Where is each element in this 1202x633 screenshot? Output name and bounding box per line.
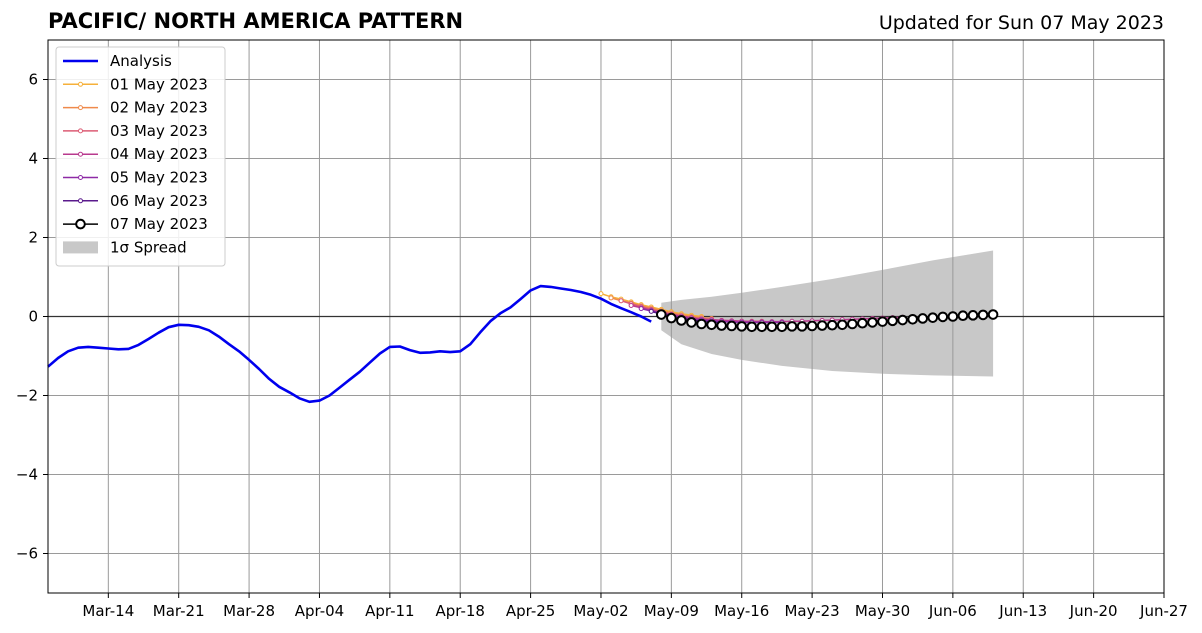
forecast-line [630,304,903,323]
chart-subtitle: Updated for Sun 07 May 2023 [878,12,1164,34]
x-tick-label: Apr-25 [506,602,556,620]
latest-forecast-point [816,320,828,331]
analysis-line [47,284,652,404]
x-tick-label: Apr-11 [365,602,415,620]
latest-forecast-point [826,319,838,331]
forecast-point [608,295,614,301]
latest-forecast-point [686,317,697,328]
y-tick-label: −2 [16,387,38,405]
latest-forecast-point [756,321,768,333]
forecast-point [628,302,634,308]
legend-box [55,46,226,267]
y-tick-label: 6 [28,71,38,89]
latest-forecast-point [696,318,707,330]
latest-forecast-point [706,319,717,331]
latest-forecast-point [746,321,758,333]
x-tick-label: Mar-14 [82,602,134,620]
latest-forecast-point [836,319,848,331]
legend-swatch-spread [63,241,98,254]
latest-forecast-point [887,315,898,327]
legend-label: 03 May 2023 [110,122,208,140]
forecast-point [618,298,624,304]
x-tick-label: Jun-27 [1139,602,1188,620]
x-tick-label: May-09 [644,602,699,620]
latest-forecast-point [857,317,868,329]
x-tick-label: May-16 [714,602,769,620]
latest-forecast-point [847,318,858,330]
spread-band [661,250,994,377]
x-tick-label: Apr-18 [435,602,485,620]
forecast-point [638,306,644,312]
legend-label: 02 May 2023 [110,99,208,117]
latest-forecast-point [726,320,737,332]
plot-frame [47,39,1165,594]
latest-forecast-point [676,315,687,326]
latest-forecast-point [977,309,989,321]
latest-forecast-point [947,311,959,322]
legend-label: 05 May 2023 [110,169,208,187]
legend-label: Analysis [110,52,172,70]
legend-swatch-marker [78,81,83,87]
spread-layer [661,250,994,377]
latest-forecast-point [937,311,949,323]
series-layer [47,284,999,404]
latest-forecast-point [917,313,929,324]
x-tick-label: Apr-04 [295,602,345,620]
legend: Analysis 01 May 2023 02 May 2023 03 May 202… [55,46,226,267]
latest-forecast-point [655,309,667,320]
y-tick-label: 4 [28,150,38,168]
chart-title: PACIFIC/ NORTH AMERICA PATTERN [48,9,464,33]
x-tick-label: May-02 [573,602,628,620]
y-tick-label: −4 [16,466,38,484]
y-tick-label: 2 [28,229,38,247]
x-tick-label: Jun-13 [998,602,1047,620]
legend-swatch-marker [78,175,83,180]
legend-label: 06 May 2023 [110,192,208,210]
legend-swatch-marker [78,151,83,157]
axes-layer: Mar-14 Mar-21 Mar-28 Apr-04 Apr-11 Apr-18 Apr-… [16,39,1188,620]
legend-label: 04 May 2023 [110,145,208,163]
y-tick-label: −6 [16,545,38,563]
latest-forecast-point [716,320,727,331]
legend-swatch-marker [78,128,83,134]
x-tick-label: May-23 [784,602,839,620]
legend-label: 01 May 2023 [110,75,208,93]
x-tick-label: Mar-28 [223,602,275,620]
legend-swatch-marker [75,218,86,230]
latest-forecast-point [897,314,908,326]
latest-forecast-point [666,312,677,324]
latest-forecast-point [987,309,999,320]
latest-forecast-point [877,316,888,327]
legend-label: 1σ Spread [110,238,187,256]
latest-forecast-point [736,321,748,332]
x-tick-label: Mar-21 [153,602,205,620]
latest-forecast-point [806,320,818,332]
latest-forecast-point [867,317,878,328]
latest-forecast-point [927,312,939,323]
y-tick-label: 0 [28,308,38,326]
x-tick-label: Jun-20 [1069,602,1118,620]
x-tick-label: May-30 [855,602,910,620]
legend-swatch-marker [78,198,83,204]
legend-label: 07 May 2023 [110,215,208,233]
forecast-point [598,291,604,297]
latest-forecast-point [796,321,808,332]
latest-forecast-point [766,321,778,333]
latest-forecast-point [907,313,918,325]
latest-forecast-point [957,310,969,322]
latest-forecast-point [776,321,788,333]
legend-swatch-marker [78,105,83,111]
latest-forecast-point [786,321,798,332]
latest-forecast-point [967,310,979,321]
x-tick-label: Jun-06 [928,602,977,620]
forecast-point [648,308,654,314]
